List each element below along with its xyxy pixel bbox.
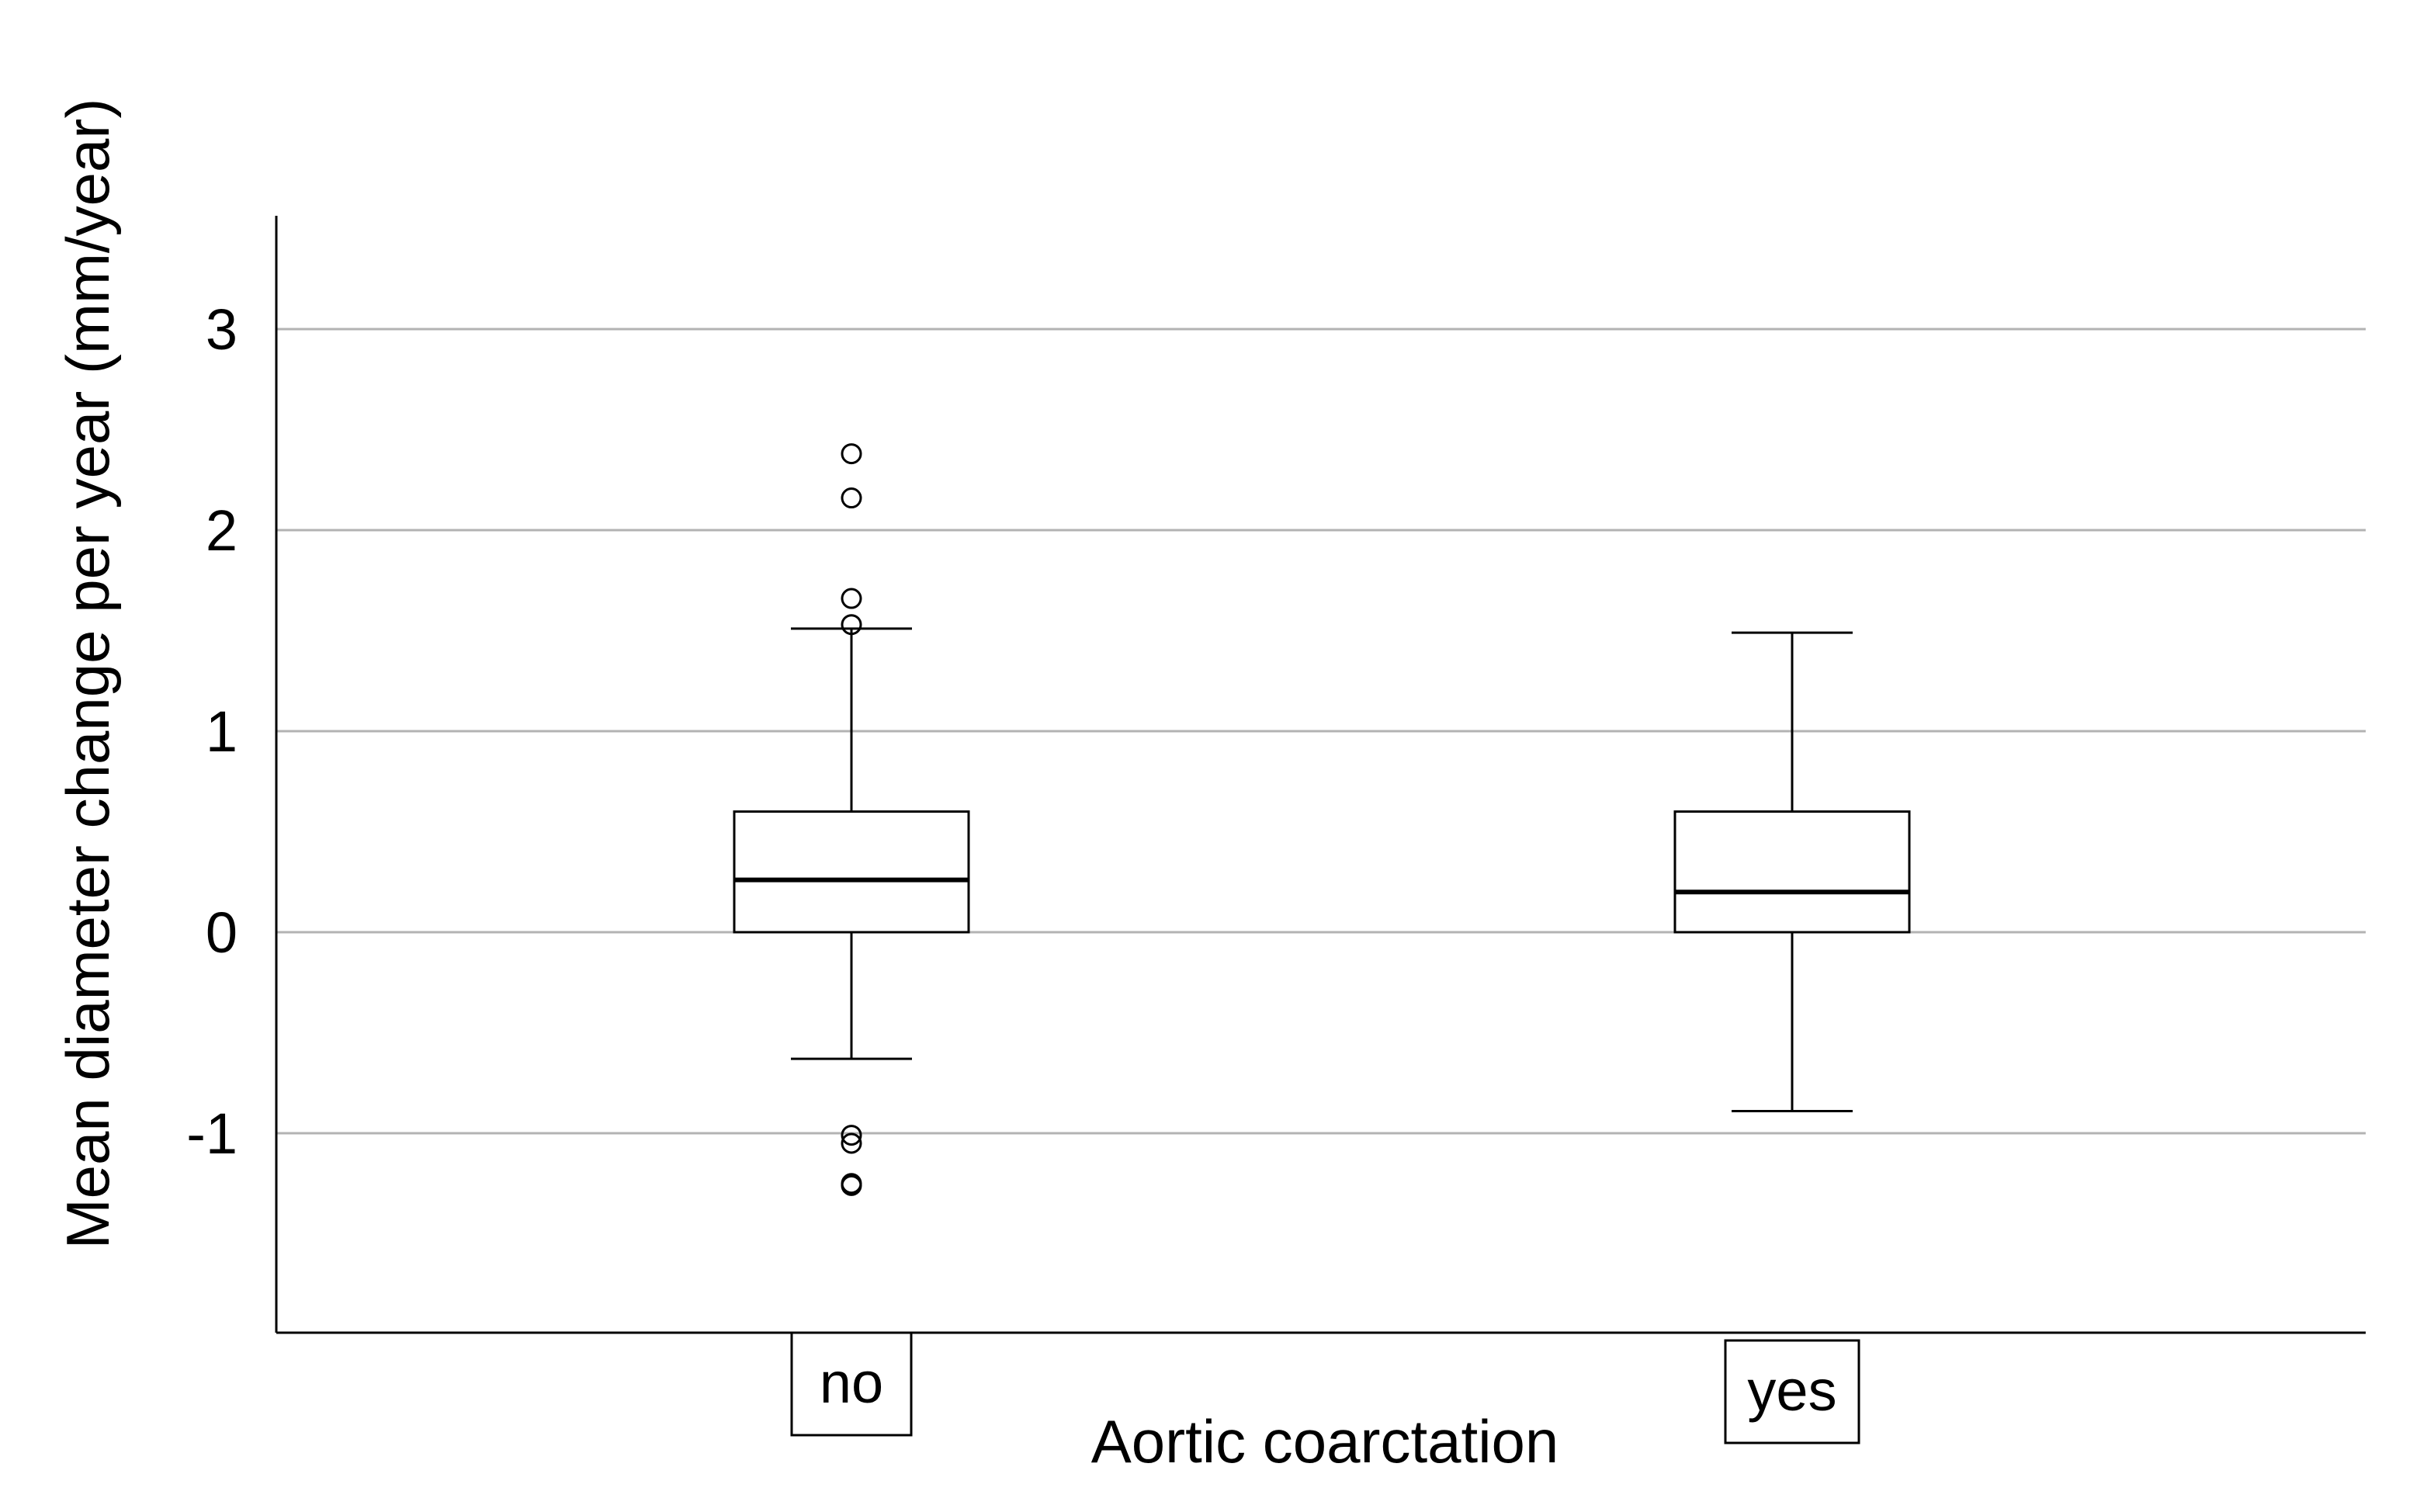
y-tick-label: 3 (206, 297, 238, 362)
y-axis-title: Mean diameter change per year (mm/year) (54, 99, 122, 1250)
y-tick-labels: -1 0 1 2 3 (186, 297, 238, 1166)
category-labels: no yes (790, 1331, 1860, 1444)
category-label-yes: yes (1724, 1339, 1860, 1444)
outlier-point (841, 1125, 862, 1146)
outlier-point (841, 588, 862, 609)
gridlines (276, 328, 2366, 1135)
category-label-no: no (790, 1331, 913, 1437)
outlier-point (841, 1174, 862, 1196)
boxes (733, 443, 1911, 1196)
iqr-box (733, 810, 970, 934)
outlier-point (841, 487, 862, 509)
y-tick-label: 0 (206, 900, 238, 965)
iqr-box (1673, 810, 1911, 934)
category-label-text: no (820, 1351, 883, 1415)
box-group-no (733, 443, 970, 1196)
category-label-text: yes (1747, 1358, 1836, 1423)
outlier-point (841, 443, 862, 465)
y-tick-label: 2 (206, 498, 238, 563)
axes (275, 216, 2366, 1334)
category-label-frame (790, 1331, 913, 1437)
y-tick-label: -1 (186, 1101, 238, 1166)
box-group-yes (1673, 631, 1911, 1113)
x-axis-title: Aortic coarctation (1091, 1407, 1559, 1476)
outlier-point (841, 1132, 862, 1154)
category-label-frame (1724, 1339, 1860, 1444)
outlier-point (841, 614, 862, 636)
y-tick-label: 1 (206, 699, 238, 764)
